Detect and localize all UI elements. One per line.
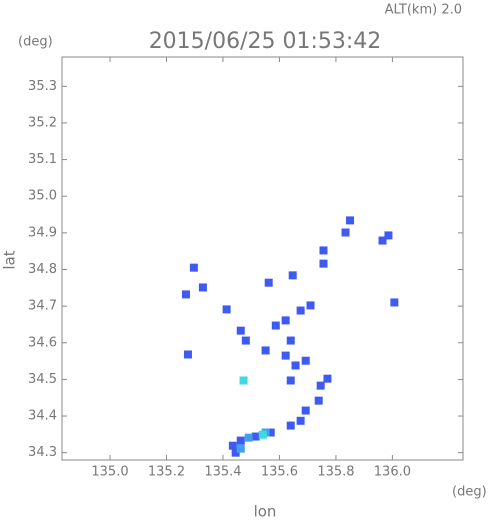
y-tick-label: 35.0 — [28, 189, 57, 204]
echo — [183, 350, 192, 359]
y-tick-label: 34.9 — [28, 225, 57, 240]
echo — [236, 436, 245, 445]
echo — [296, 416, 305, 425]
echo — [266, 428, 275, 437]
echo — [288, 271, 297, 280]
y-tick-label: 34.6 — [28, 335, 57, 350]
echo — [261, 346, 270, 355]
echo — [181, 290, 190, 299]
echo — [314, 396, 323, 405]
echo — [286, 421, 295, 430]
echo — [306, 301, 315, 310]
x-tick-label: 135.0 — [91, 465, 128, 480]
echo — [236, 326, 245, 335]
echo — [301, 356, 310, 365]
echo — [286, 336, 295, 345]
echo — [346, 216, 355, 225]
y-tick-label: 34.8 — [28, 262, 57, 277]
y-tick-label: 34.7 — [28, 299, 57, 314]
y-axis-label: lat — [1, 250, 19, 269]
echo — [319, 246, 328, 255]
echo — [323, 374, 332, 383]
echo — [319, 259, 328, 268]
chart-title: 2015/06/25 01:53:42 — [149, 29, 382, 54]
echo — [291, 361, 300, 370]
echo — [286, 376, 295, 385]
x-unit: (deg) — [452, 485, 487, 500]
echo — [390, 298, 399, 307]
echo — [198, 283, 207, 292]
echo — [384, 231, 393, 240]
plot-frame — [61, 56, 464, 461]
echo — [239, 376, 248, 385]
echo — [316, 381, 325, 390]
echo — [258, 430, 267, 439]
x-tick-label: 135.8 — [317, 465, 354, 480]
echo — [271, 321, 280, 330]
echo — [281, 351, 290, 360]
echo — [241, 336, 250, 345]
echo — [378, 236, 387, 245]
y-tick-label: 34.5 — [28, 372, 57, 387]
x-tick-label: 135.6 — [261, 465, 298, 480]
y-tick-label: 35.1 — [28, 152, 57, 167]
x-tick-label: 136.0 — [374, 465, 411, 480]
x-axis-label: lon — [254, 503, 277, 521]
echo — [244, 433, 253, 442]
echo — [341, 228, 350, 237]
echo — [222, 305, 231, 314]
y-tick-label: 35.3 — [28, 79, 57, 94]
y-tick-label: 34.3 — [28, 445, 57, 460]
echo — [236, 444, 245, 453]
echo — [228, 441, 237, 450]
echo — [264, 278, 273, 287]
y-unit: (deg) — [18, 35, 53, 50]
echo — [251, 432, 260, 441]
x-tick-label: 135.2 — [148, 465, 185, 480]
altitude-label: ALT(km) 2.0 — [385, 3, 462, 18]
echo — [231, 448, 240, 457]
echo — [189, 263, 198, 272]
echo — [281, 316, 290, 325]
echo — [296, 306, 305, 315]
y-tick-label: 35.2 — [28, 115, 57, 130]
x-tick-label: 135.4 — [204, 465, 241, 480]
echo — [301, 406, 310, 415]
y-tick-label: 34.4 — [28, 409, 57, 424]
